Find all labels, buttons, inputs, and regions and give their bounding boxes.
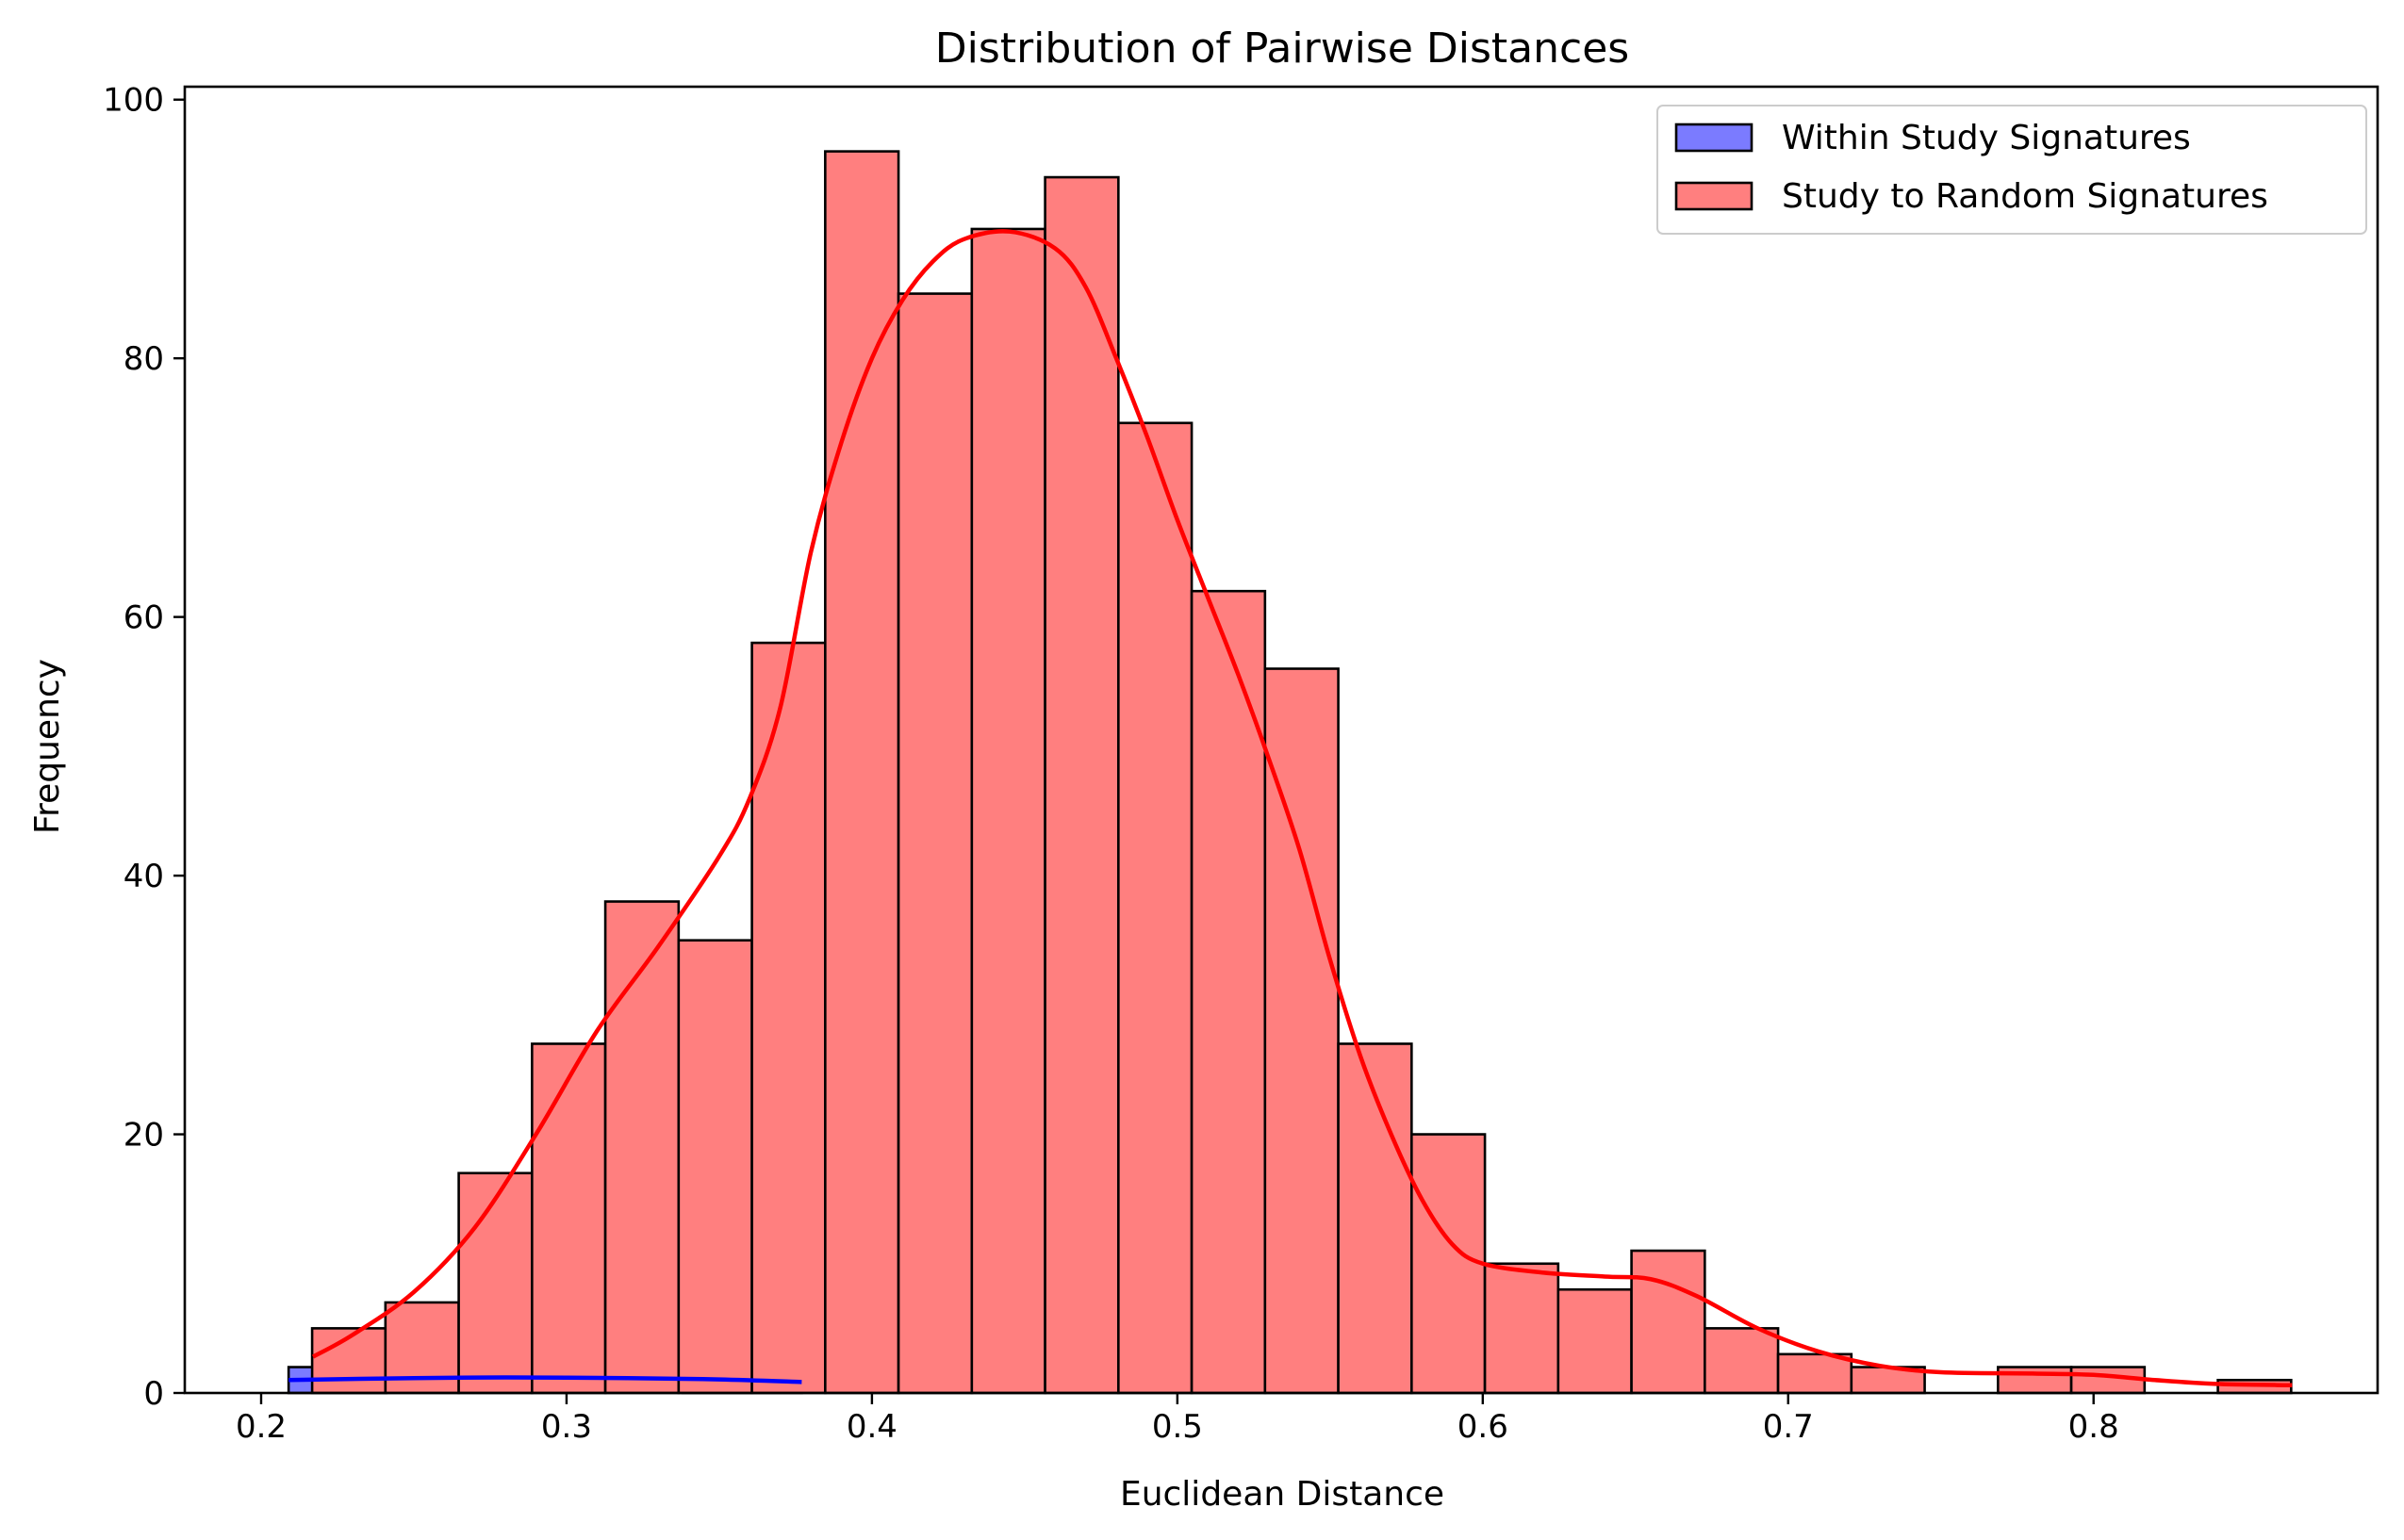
x-tick-label: 0.7	[1763, 1408, 1814, 1446]
hist-bar-s1-8	[897, 292, 974, 1395]
hist-bar-s1-14	[1337, 1042, 1413, 1395]
hist-bar-s1-6	[750, 641, 827, 1395]
hist-bar-s1-13	[1263, 667, 1340, 1395]
x-tick-label: 0.4	[847, 1408, 897, 1446]
hist-bar-s1-11	[1117, 421, 1194, 1395]
legend-label-s0: Within Study Signatures	[1782, 119, 2191, 157]
y-tick-label: 20	[123, 1117, 164, 1155]
y-tick-label: 60	[123, 599, 164, 637]
legend-swatch-s0	[1674, 123, 1754, 153]
hist-bar-s1-15	[1410, 1133, 1487, 1395]
hist-bar-s1-19	[1704, 1327, 1780, 1395]
chart-title: Distribution of Pairwise Distances	[935, 25, 1629, 73]
legend-label-s1: Study to Random Signatures	[1782, 177, 2268, 216]
hist-bar-s1-7	[824, 150, 900, 1395]
hist-bar-s1-4	[603, 900, 681, 1395]
x-tick-label: 0.5	[1152, 1408, 1203, 1446]
axes-frame	[183, 85, 2379, 1395]
plot-area: 0.2 0.3 0.4 0.5 0.6 0.7 0.8 0 20 40 60 80 100	[103, 82, 2379, 1446]
hist-bar-s1-10	[1044, 175, 1120, 1395]
hist-bar-s1-23	[1997, 1366, 2073, 1395]
hist-bar-s1-20	[1776, 1352, 1853, 1395]
y-tick-label: 100	[103, 82, 164, 120]
y-tick-label: 80	[123, 340, 164, 378]
hist-bar-s1-3	[531, 1042, 607, 1395]
legend-swatch-s1	[1674, 181, 1754, 211]
hist-bar-s1-2	[457, 1171, 534, 1395]
hist-bar-s1-17	[1556, 1287, 1633, 1395]
x-tick-label: 0.8	[2068, 1408, 2119, 1446]
x-axis-label: Euclidean Distance	[1120, 1475, 1444, 1514]
y-axis-label: Frequency	[28, 659, 67, 834]
hist-bar-s1-5	[677, 939, 753, 1395]
hist-bar-s1-16	[1483, 1262, 1560, 1395]
x-tick-label: 0.3	[541, 1408, 592, 1446]
hist-bar-s1-18	[1630, 1249, 1706, 1395]
legend: Within Study Signatures Study to Random S…	[1656, 105, 2367, 235]
kde-line-s0	[288, 1375, 802, 1384]
hist-bar-s1-9	[970, 227, 1046, 1395]
y-tick-label: 40	[123, 858, 164, 895]
hist-bar-s1-12	[1190, 589, 1267, 1395]
kde-line-s1	[311, 229, 2293, 1388]
x-tick-label: 0.2	[236, 1408, 287, 1446]
legend-box	[1656, 105, 2367, 235]
y-tick-label: 0	[143, 1375, 164, 1413]
x-tick-label: 0.6	[1457, 1408, 1508, 1446]
